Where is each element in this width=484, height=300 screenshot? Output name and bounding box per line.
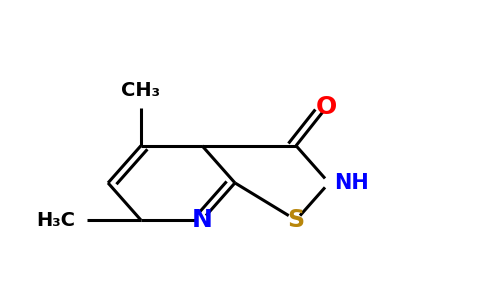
Text: NH: NH <box>333 173 368 193</box>
Text: O: O <box>316 95 337 119</box>
Text: N: N <box>192 208 212 232</box>
Text: CH₃: CH₃ <box>121 81 160 100</box>
Text: H₃C: H₃C <box>36 211 75 230</box>
Text: S: S <box>287 208 304 232</box>
